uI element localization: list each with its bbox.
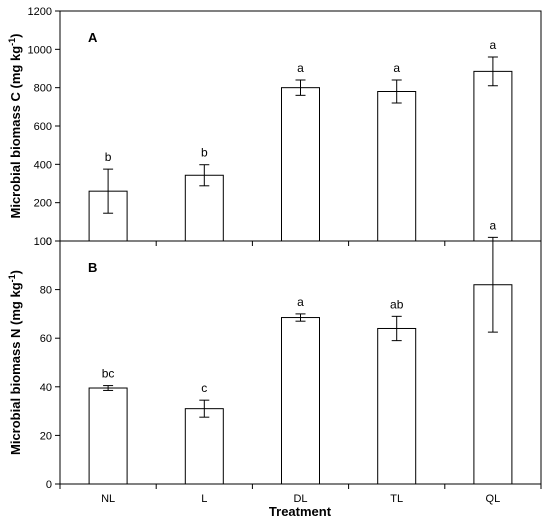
y-tick-label-a: 800 [34,83,52,95]
y-tick-label-a: 400 [34,159,52,171]
y-tick-label-a: 600 [34,121,52,133]
y-axis-title-b: Microbial biomass N (mg kg-1) [7,270,23,455]
significance-letter-a: a [297,61,304,75]
x-tick-label: TL [390,493,403,505]
bar-tl-a [377,91,417,242]
x-tick-label: NL [101,493,115,505]
x-tick-label: L [201,493,207,505]
significance-letter-b: bc [102,367,115,381]
panel-a-microbial-biomass-c: 0 200 400 600 800 1000 1200 b b a a a A Microbial bio… [7,6,542,248]
bar-ql-a [473,70,513,242]
bar-l-b [184,408,224,485]
y-tick-label-a: 1000 [28,44,52,56]
significance-letter-b: a [297,295,304,309]
x-tick-label: DL [293,493,307,505]
y-tick-label-b: 40 [40,382,52,394]
bar-dl-b [281,317,320,485]
y-tick-label-a: 1200 [28,6,52,18]
bar-tl-b [377,327,417,485]
y-axis-title-a: Microbial biomass C (mg kg-1) [7,33,23,218]
y-tick-label-b: 20 [40,430,52,442]
y-tick-label-b: 0 [46,479,52,491]
significance-letter-a: b [201,146,208,160]
significance-letter-a: a [393,61,400,75]
y-tick-label-b: 100 [34,236,52,248]
panel-letter-a: A [88,30,98,45]
panel-b-microbial-biomass-n: 0 20 40 60 80 100 bc c a ab a NL L DL TL QL B Microbial b… [7,218,542,505]
x-tick-label: QL [486,493,501,505]
y-tick-label-a: 0 [46,236,52,248]
bar-nl-b [88,387,128,485]
significance-letter-b: ab [390,297,404,311]
significance-letter-a: a [490,38,497,52]
y-tick-label-b: 60 [40,333,52,345]
y-tick-label-a: 200 [34,198,52,210]
significance-letter-b: a [490,218,497,232]
y-tick-label-b: 80 [40,285,52,297]
x-axis-title: Treatment [269,504,332,519]
significance-letter-a: b [105,150,112,164]
significance-letter-b: c [201,381,207,395]
panel-letter-b: B [88,260,97,275]
bar-dl-a [281,87,320,242]
